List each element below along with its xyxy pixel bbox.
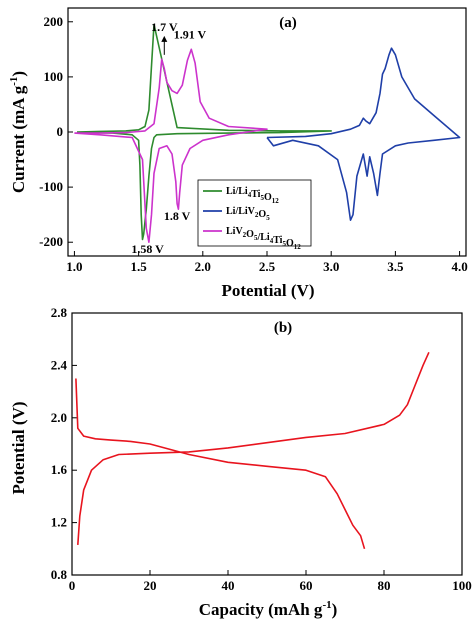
annotation-label: 1.8 V xyxy=(164,209,191,223)
plot-b-series xyxy=(75,351,430,550)
series-line-a-2 xyxy=(74,48,268,243)
x-tick-label: 2.5 xyxy=(259,259,276,274)
x-tick-label: 1.5 xyxy=(130,259,147,274)
x-tick-label: 60 xyxy=(300,578,313,593)
annotation-label: 1.58 V xyxy=(131,242,164,256)
x-tick-label: 0 xyxy=(69,578,76,593)
y-tick-label: 1.2 xyxy=(51,515,67,530)
legend-entry: LiV2O5/Li4Ti5O12 xyxy=(226,226,301,251)
y-tick-label: -100 xyxy=(39,179,63,194)
plot-a-ylabel-sup: -1 xyxy=(8,77,20,86)
panel-b-label: (b) xyxy=(274,320,292,336)
x-tick-label: 2.0 xyxy=(195,259,211,274)
plot-a-ticks: 1.0 1.5 2.0 2.5 3.0 3.5 4.0 -200 -100 0 100 200 xyxy=(39,14,468,274)
y-tick-label: -200 xyxy=(39,234,63,249)
y-tick-label: 0.8 xyxy=(51,567,68,582)
y-tick-label: 1.6 xyxy=(51,462,68,477)
y-tick-label: 200 xyxy=(44,14,64,29)
plot-b-xlabel: Capacity (mAh g-1) xyxy=(199,599,338,619)
plot-b-xlabel-end: ) xyxy=(332,600,338,619)
plot-a-annotations: 1.7 V1.91 V 1.8 V 1.58 V xyxy=(131,20,206,256)
legend-entry: Li/LiV2O5 xyxy=(226,206,270,222)
plot-b-xlabel-main: Capacity (mAh g xyxy=(199,600,323,619)
x-tick-label: 20 xyxy=(144,578,157,593)
y-tick-label: 2.4 xyxy=(51,357,68,372)
panel-a-label: (a) xyxy=(279,15,297,31)
x-tick-label: 40 xyxy=(222,578,235,593)
y-tick-label: 2.0 xyxy=(51,410,67,425)
plot-a-ylabel-end: ) xyxy=(9,71,28,77)
plot-b-frame xyxy=(71,312,463,576)
series-line-a-1 xyxy=(266,47,461,221)
x-tick-label: 1.0 xyxy=(66,259,82,274)
series-line-b-1 xyxy=(77,351,430,545)
panel-a: 1.0 1.5 2.0 2.5 3.0 3.5 4.0 -200 -100 0 100 200 (a)… xyxy=(8,7,468,300)
plot-a-xlabel: Potential (V) xyxy=(221,281,314,300)
legend-entry: Li/Li4Ti5O12 xyxy=(226,186,279,205)
plot-b-ticks: 0 20 40 60 80 100 0.8 1.2 1.6 2.0 2.4 2.8 xyxy=(51,305,472,593)
x-tick-label: 80 xyxy=(378,578,391,593)
x-tick-label: 4.0 xyxy=(451,259,467,274)
plot-a-series xyxy=(74,23,461,243)
x-tick-label: 100 xyxy=(452,578,472,593)
series-line-b-0 xyxy=(75,378,366,550)
plot-a-ylabel: Current (mA g-1) xyxy=(8,71,28,193)
y-tick-label: 100 xyxy=(44,69,64,84)
x-tick-label: 3.5 xyxy=(387,259,404,274)
plot-a-ylabel-main: Current (mA g xyxy=(9,85,28,193)
plot-b-xlabel-sup: -1 xyxy=(322,599,331,611)
y-tick-label: 0 xyxy=(57,124,64,139)
annotation-label: 1.7 V xyxy=(151,20,178,34)
panel-b: 0 20 40 60 80 100 0.8 1.2 1.6 2.0 2.4 2.8 (b) Poten… xyxy=(9,305,472,619)
series-line-a-0 xyxy=(76,23,332,241)
x-tick-label: 3.0 xyxy=(323,259,339,274)
annotation-arrowhead xyxy=(161,35,168,42)
plot-b-ylabel: Potential (V) xyxy=(9,401,28,494)
y-tick-label: 2.8 xyxy=(51,305,68,320)
annotation-label: 1.91 V xyxy=(174,27,207,41)
